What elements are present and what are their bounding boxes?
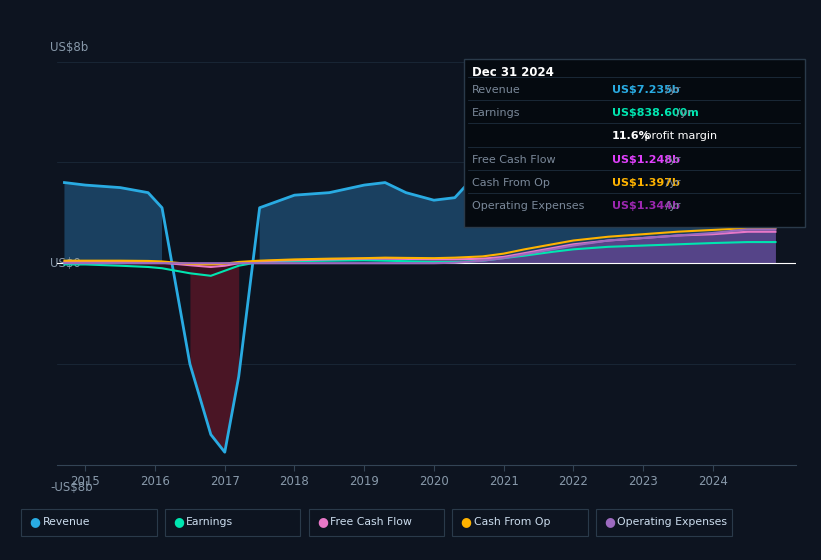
Text: -US$8b: -US$8b [50,481,93,494]
Text: US$7.235b: US$7.235b [612,85,679,95]
Text: /yr: /yr [662,178,681,188]
Text: Cash From Op: Cash From Op [474,517,550,527]
Text: /yr: /yr [662,201,681,211]
Text: US$1.248b: US$1.248b [612,155,680,165]
Text: Cash From Op: Cash From Op [472,178,550,188]
Text: ●: ● [461,515,471,529]
Text: US$1.397b: US$1.397b [612,178,680,188]
Text: Revenue: Revenue [472,85,521,95]
Text: Operating Expenses: Operating Expenses [617,517,727,527]
Text: US$0: US$0 [50,256,80,270]
Text: Free Cash Flow: Free Cash Flow [330,517,412,527]
Text: Revenue: Revenue [43,517,90,527]
Text: US$838.600m: US$838.600m [612,108,699,118]
Text: Earnings: Earnings [186,517,233,527]
Text: US$1.344b: US$1.344b [612,201,680,211]
Text: ●: ● [604,515,615,529]
Text: US$8b: US$8b [50,40,89,54]
Text: Operating Expenses: Operating Expenses [472,201,585,211]
Text: Dec 31 2024: Dec 31 2024 [472,66,554,78]
Text: /yr: /yr [662,85,681,95]
Text: Free Cash Flow: Free Cash Flow [472,155,556,165]
Text: profit margin: profit margin [641,131,718,141]
Text: 11.6%: 11.6% [612,131,650,141]
Text: /yr: /yr [662,155,681,165]
Text: Earnings: Earnings [472,108,521,118]
Text: /yr: /yr [673,108,691,118]
Text: ●: ● [173,515,184,529]
Text: ●: ● [30,515,40,529]
Text: ●: ● [317,515,328,529]
